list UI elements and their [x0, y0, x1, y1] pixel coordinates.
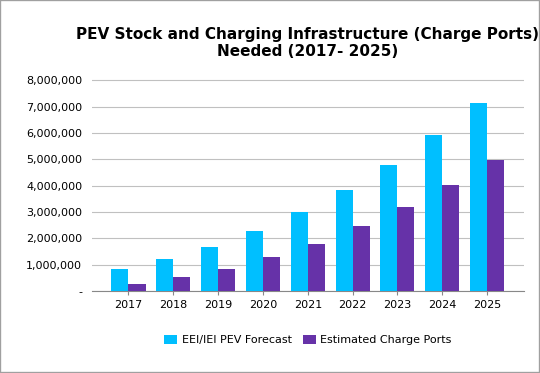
Bar [246, 231, 263, 291]
Bar [218, 269, 235, 291]
Bar [156, 258, 173, 291]
Bar [426, 135, 442, 291]
Bar [263, 257, 280, 291]
Bar [173, 277, 190, 291]
Bar [487, 160, 504, 291]
Bar [380, 164, 397, 291]
Bar [111, 269, 129, 291]
Bar [335, 190, 353, 291]
Bar [201, 247, 218, 291]
Bar [470, 103, 487, 291]
Legend: EEI/IEI PEV Forecast, Estimated Charge Ports: EEI/IEI PEV Forecast, Estimated Charge P… [159, 330, 456, 350]
Bar [353, 226, 370, 291]
Bar [308, 244, 325, 291]
Bar [397, 207, 415, 291]
Bar [291, 212, 308, 291]
Bar [442, 185, 460, 291]
Bar [129, 284, 145, 291]
Title: PEV Stock and Charging Infrastructure (Charge Ports)
Needed (2017- 2025): PEV Stock and Charging Infrastructure (C… [76, 26, 539, 59]
